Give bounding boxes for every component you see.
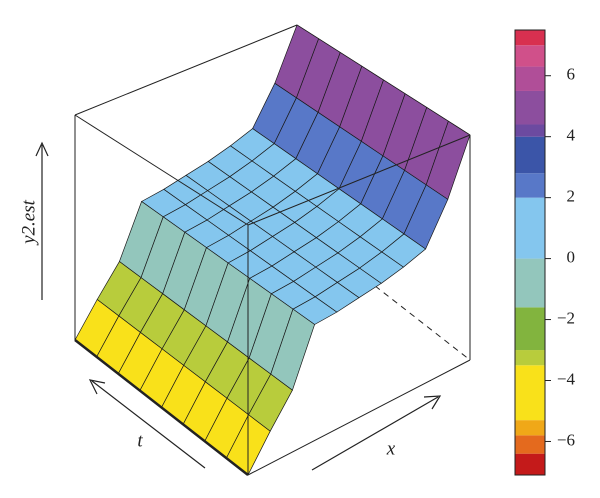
box-edge	[74, 114, 249, 226]
colorbar-band	[515, 136, 545, 174]
t-arrow	[91, 380, 206, 469]
x-arrow-head	[423, 395, 442, 410]
colorbar-band	[515, 435, 545, 454]
z-arrow-head	[35, 141, 49, 157]
box-edge	[247, 134, 471, 226]
colorbar-tick-label: −6	[557, 430, 575, 449]
colorbar-band	[515, 420, 545, 436]
colorbar-band	[515, 90, 545, 125]
colorbar-band	[515, 350, 545, 366]
t-axis-label: t	[137, 430, 143, 451]
colorbar-band	[515, 45, 545, 67]
colorbar-tick-label: 4	[567, 126, 576, 145]
t-arrow-head	[88, 379, 106, 395]
x-axis-label: x	[386, 438, 396, 459]
colorbar-tick-label: 6	[567, 65, 576, 84]
colorbar-band	[515, 365, 545, 421]
colorbar-tick-label: 0	[567, 248, 576, 267]
colorbar-band	[515, 124, 545, 137]
box-edge	[74, 339, 249, 476]
box-edge	[247, 359, 471, 476]
colorbar-tick-label: −4	[557, 369, 576, 388]
colorbar-band	[515, 453, 545, 475]
colorbar: −6 −4 −2 0 2 4 6	[514, 29, 576, 476]
colorbar-band	[515, 258, 545, 308]
z-axis-label: y2.est	[18, 199, 39, 246]
colorbar-band	[515, 30, 545, 46]
colorbar-tick-label: 2	[567, 187, 576, 206]
plot-box-front	[74, 114, 471, 476]
x-arrow	[311, 396, 439, 471]
surface	[74, 24, 471, 476]
colorbar-band	[515, 307, 545, 351]
box-edge	[74, 24, 298, 116]
colorbar-tick-label: −2	[557, 308, 575, 327]
colorbar-frame	[514, 29, 546, 476]
colorbar-band	[515, 173, 545, 198]
colorbar-band	[515, 66, 545, 91]
colorbar-band	[515, 197, 545, 259]
